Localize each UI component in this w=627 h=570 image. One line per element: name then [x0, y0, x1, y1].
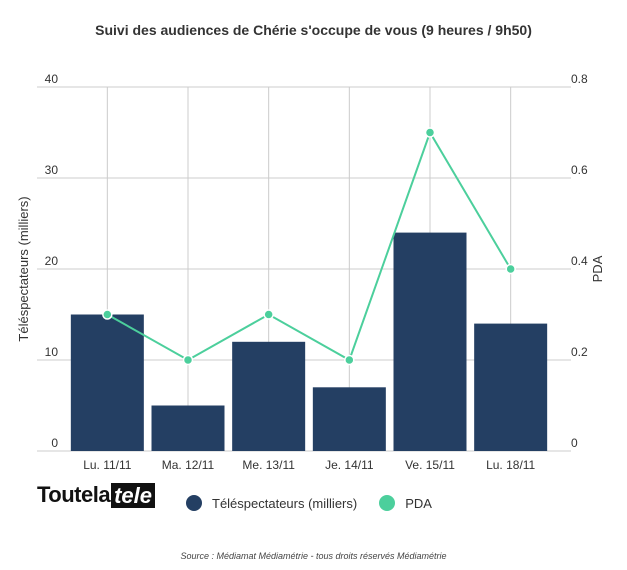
bar [312, 387, 386, 451]
source-note: Source : Médiamat Médiamétrie - tous dro… [180, 551, 447, 561]
series-line-pda [106, 130, 512, 362]
bar [151, 405, 225, 451]
line-point [263, 309, 274, 320]
legend-label-viewers: Téléspectateurs (milliers) [212, 495, 358, 511]
combo-chart: 0 0 10 0.2 20 0.4 30 0.6 40 0.8 Lu. 11/11 Ma. 12/11… [16, 72, 605, 472]
y-right-axis-title: PDA [590, 255, 605, 282]
x-tick-label: Lu. 11/11 [83, 458, 132, 472]
y-axis-title: Téléspectateurs (milliers) [16, 196, 31, 341]
x-tick-label: Lu. 18/11 [486, 458, 535, 472]
x-tick-label: Me. 13/11 [242, 458, 295, 472]
y-tick-label: 30 [45, 163, 59, 177]
y-tick-label: 10 [45, 345, 59, 359]
bars-layer [70, 232, 548, 451]
legend-item-pda: PDA [379, 495, 432, 511]
line-point [424, 127, 436, 138]
x-tick-label: Je. 14/11 [325, 458, 374, 472]
toutelatele-logo: Toutela tele [37, 482, 156, 508]
y-tick-label: 40 [45, 72, 59, 86]
bar [232, 341, 306, 451]
y-right-tick-label: 0.4 [571, 254, 588, 268]
y-tick-label: 0 [51, 436, 58, 450]
legend-marker-pda [379, 495, 396, 511]
bar [70, 314, 144, 451]
chart-title: Suivi des audiences de Chérie s'occupe d… [95, 22, 532, 38]
axis-layer: 0 0 10 0.2 20 0.4 30 0.6 40 0.8 Lu. 11/11 Ma. 12/11… [16, 72, 605, 472]
line-point [344, 354, 355, 366]
logo-main-text: Toutela [37, 482, 111, 507]
bar [393, 232, 467, 451]
x-tick-label: Ma. 12/11 [162, 458, 215, 472]
logo-box-text: tele [111, 482, 156, 508]
x-tick-label: Ve. 15/11 [405, 458, 455, 472]
line-layer [102, 127, 516, 366]
y-tick-label: 20 [45, 254, 59, 268]
legend-item-viewers: Téléspectateurs (milliers) [186, 495, 357, 511]
y-right-tick-label: 0.8 [571, 72, 588, 86]
legend-marker-viewers [186, 495, 202, 511]
line-point [505, 263, 516, 275]
line-point [102, 309, 113, 320]
y-right-tick-label: 0.6 [571, 163, 588, 177]
chart-legend: Téléspectateurs (milliers) PDA [186, 495, 454, 511]
legend-label-pda: PDA [405, 495, 432, 511]
y-right-tick-label: 0 [571, 436, 578, 450]
bar [474, 323, 548, 451]
line-point [182, 354, 194, 366]
y-right-tick-label: 0.2 [571, 345, 588, 359]
